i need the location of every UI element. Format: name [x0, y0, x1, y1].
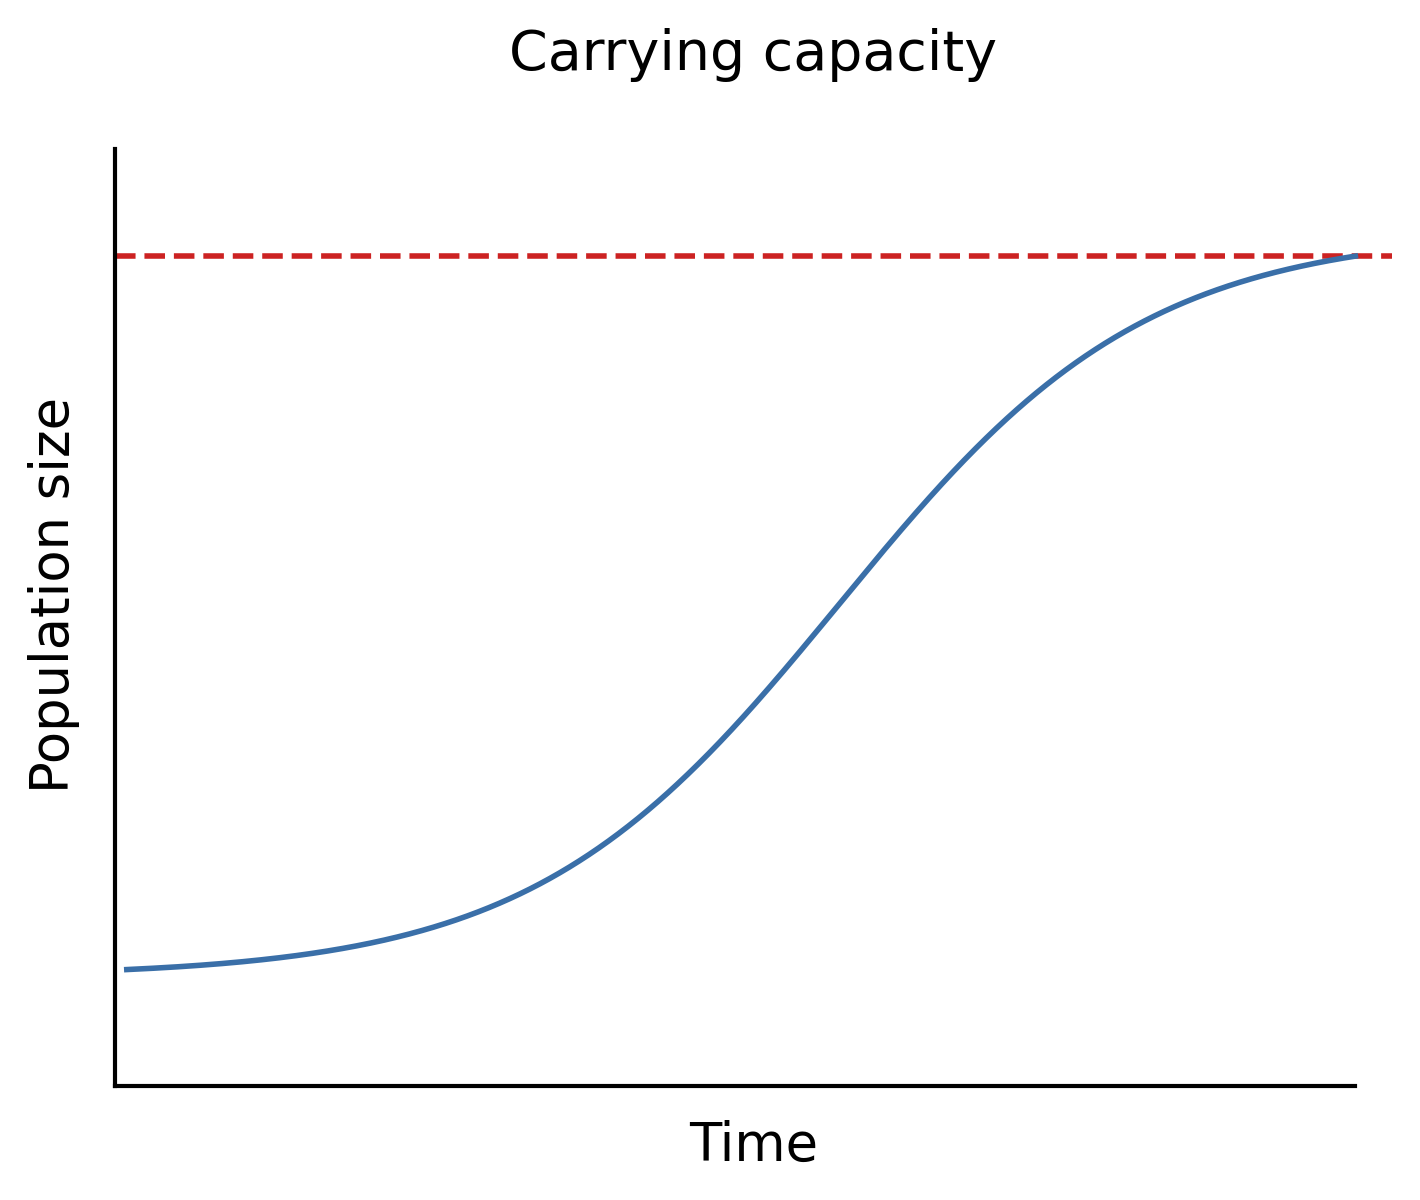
Y-axis label: Population size: Population size: [28, 397, 80, 793]
X-axis label: Time: Time: [689, 1121, 818, 1172]
Title: Carrying capacity: Carrying capacity: [510, 28, 997, 82]
